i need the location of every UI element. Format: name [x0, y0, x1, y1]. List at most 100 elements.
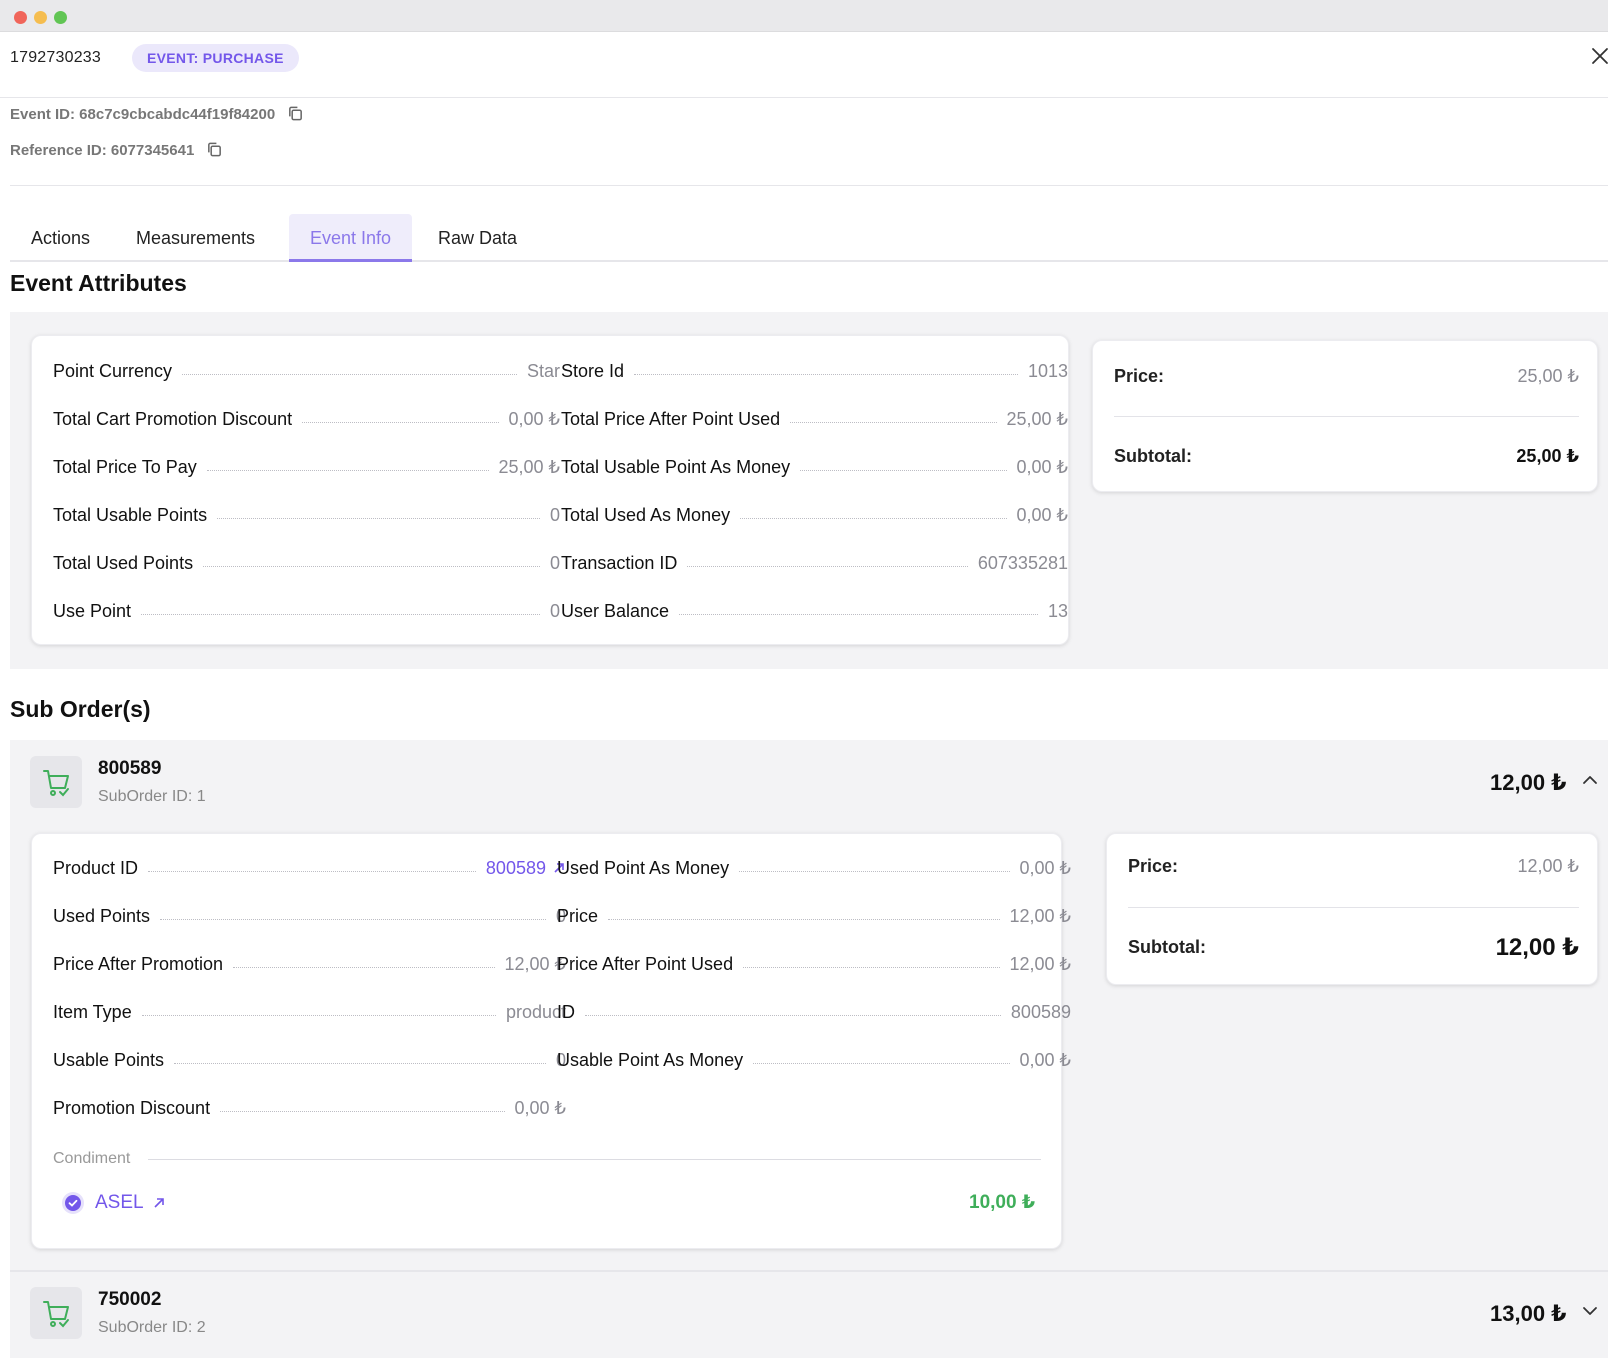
reference-id-text: Reference ID: 6077345641	[10, 142, 195, 159]
attr-key: Price After Promotion	[53, 953, 224, 974]
attr-row: Total Usable Point As Money 0,00 ₺	[561, 455, 1068, 479]
tab-bar: Actions Measurements Event Info Raw Data	[10, 212, 1608, 262]
attr-key: Usable Points	[53, 1049, 165, 1070]
attr-value: 0	[549, 504, 560, 525]
subtotal-value: 25,00 ₺	[1516, 446, 1579, 466]
close-icon[interactable]	[1590, 46, 1608, 66]
divider	[1128, 907, 1579, 908]
attr-row: Store Id 1013	[561, 359, 1068, 383]
event-id-text: Event ID: 68c7c9cbcabdc44f19f84200	[10, 106, 276, 123]
attr-value: 13	[1047, 600, 1068, 621]
external-link-icon	[154, 1198, 164, 1208]
attr-key: Store Id	[561, 360, 625, 381]
attr-key: Point Currency	[53, 360, 173, 381]
price-row: Price: 25,00 ₺	[1114, 366, 1579, 387]
event-id-row: Event ID: 68c7c9cbcabdc44f19f84200	[10, 106, 304, 124]
attr-value: 0,00 ₺	[1019, 1049, 1072, 1070]
attr-row: Total Usable Points 0	[53, 503, 560, 527]
reference-id-row: Reference ID: 6077345641	[10, 142, 223, 160]
sub-order-panel	[10, 1270, 1608, 1358]
event-attributes-title: Event Attributes	[10, 270, 187, 296]
event-attributes-card: Point Currency Star Total Cart Promotion …	[31, 335, 1069, 645]
chevron-down-icon[interactable]	[1580, 1301, 1600, 1321]
attr-key: Item Type	[53, 1001, 132, 1022]
attr-value: 800589	[1010, 1001, 1071, 1022]
event-type-badge: EVENT: PURCHASE	[132, 44, 299, 72]
attr-value: 12,00 ₺	[1009, 953, 1072, 974]
cart-icon	[30, 1287, 82, 1339]
attr-row: Transaction ID 607335281	[561, 551, 1068, 575]
attr-key: ID	[557, 1001, 575, 1022]
attr-value: 0	[549, 552, 560, 573]
attr-value: 0	[555, 905, 566, 926]
attr-key: Total Price To Pay	[53, 456, 197, 477]
close-window-dot[interactable]	[14, 11, 27, 24]
attr-key: Promotion Discount	[53, 1097, 211, 1118]
attr-row: Price After Promotion 12,00 ₺	[53, 952, 566, 976]
product-id-link[interactable]: 800589	[485, 857, 546, 878]
tab-event-info[interactable]: Event Info	[289, 214, 413, 262]
attr-key: Price	[557, 905, 599, 926]
tab-actions[interactable]: Actions	[31, 228, 91, 248]
tab-measurements[interactable]: Measurements	[136, 228, 256, 248]
sub-orders-title: Sub Order(s)	[10, 696, 151, 722]
divider	[10, 185, 1608, 186]
subtotal-row: Subtotal: 12,00 ₺	[1128, 933, 1579, 962]
condiment-link[interactable]: ASEL	[62, 1192, 166, 1214]
attr-key: Product ID	[53, 857, 139, 878]
copy-icon[interactable]	[206, 141, 223, 158]
attr-value: 12,00 ₺	[1009, 905, 1072, 926]
attr-row: Total Cart Promotion Discount 0,00 ₺	[53, 407, 560, 431]
condiment-price: 10,00 ₺	[969, 1192, 1036, 1213]
price-row: Price: 12,00 ₺	[1128, 856, 1579, 877]
maximize-window-dot[interactable]	[54, 11, 67, 24]
divider	[1114, 416, 1579, 417]
sub-order-header[interactable]: 750002 SubOrder ID: 2 13,00 ₺	[10, 1271, 1608, 1358]
attr-key: Used Points	[53, 905, 151, 926]
attr-value: 0,00 ₺	[1016, 504, 1069, 525]
attr-key: Total Used Points	[53, 552, 194, 573]
copy-icon[interactable]	[287, 105, 304, 122]
subtotal-row: Subtotal: 25,00 ₺	[1114, 446, 1579, 467]
attr-value: Star	[526, 360, 560, 381]
attr-value: 1013	[1027, 360, 1068, 381]
sub-order-label: SubOrder ID: 1	[98, 788, 206, 805]
attr-key: Usable Point As Money	[557, 1049, 744, 1070]
attr-row: Total Used Points 0	[53, 551, 560, 575]
attr-row: Price After Point Used 12,00 ₺	[557, 952, 1071, 976]
attr-key: Use Point	[53, 600, 132, 621]
attr-row: Item Type product	[53, 1000, 566, 1024]
tab-raw-data[interactable]: Raw Data	[438, 228, 518, 248]
attr-row: Promotion Discount 0,00 ₺	[53, 1096, 566, 1120]
attr-row: Price 12,00 ₺	[557, 904, 1071, 928]
sub-order-details-card: Product ID 800589 Used Points 0 Price Afte…	[31, 833, 1071, 1249]
minimize-window-dot[interactable]	[34, 11, 47, 24]
attr-value: 607335281	[977, 552, 1068, 573]
attr-key: Total Used As Money	[561, 504, 731, 525]
attr-row: Usable Points 0	[53, 1048, 566, 1072]
attr-row: Use Point 0	[53, 599, 560, 623]
cart-icon	[30, 756, 82, 808]
attr-key: User Balance	[561, 600, 670, 621]
sub-order-total: 12,00 ₺	[1490, 770, 1567, 795]
sub-order-label: SubOrder ID: 2	[98, 1319, 206, 1336]
attr-value: 0	[555, 1049, 566, 1070]
sub-order-total: 13,00 ₺	[1490, 1301, 1567, 1326]
sub-order-header[interactable]: 800589 SubOrder ID: 1 12,00 ₺	[10, 740, 1608, 830]
attr-row: Total Used As Money 0,00 ₺	[561, 503, 1068, 527]
external-link-icon[interactable]	[552, 861, 566, 875]
window-titlebar	[0, 0, 1608, 32]
attr-value: 0,00 ₺	[1016, 456, 1069, 477]
sub-order-id: 750002	[98, 1289, 162, 1310]
attr-key: Price After Point Used	[557, 953, 734, 974]
price-label: Price:	[1128, 856, 1179, 876]
chevron-up-icon[interactable]	[1580, 770, 1600, 790]
attr-row: Product ID 800589	[53, 856, 566, 880]
attr-row: User Balance 13	[561, 599, 1068, 623]
attr-row: Usable Point As Money 0,00 ₺	[557, 1048, 1071, 1072]
attr-row: Total Price After Point Used 25,00 ₺	[561, 407, 1068, 431]
sub-order-summary-card: Price: 12,00 ₺ Subtotal: 12,00 ₺	[1106, 833, 1598, 985]
price-value: 25,00 ₺	[1517, 366, 1580, 386]
condiment-name: ASEL	[95, 1192, 144, 1213]
attr-value: 0,00 ₺	[514, 1097, 567, 1118]
